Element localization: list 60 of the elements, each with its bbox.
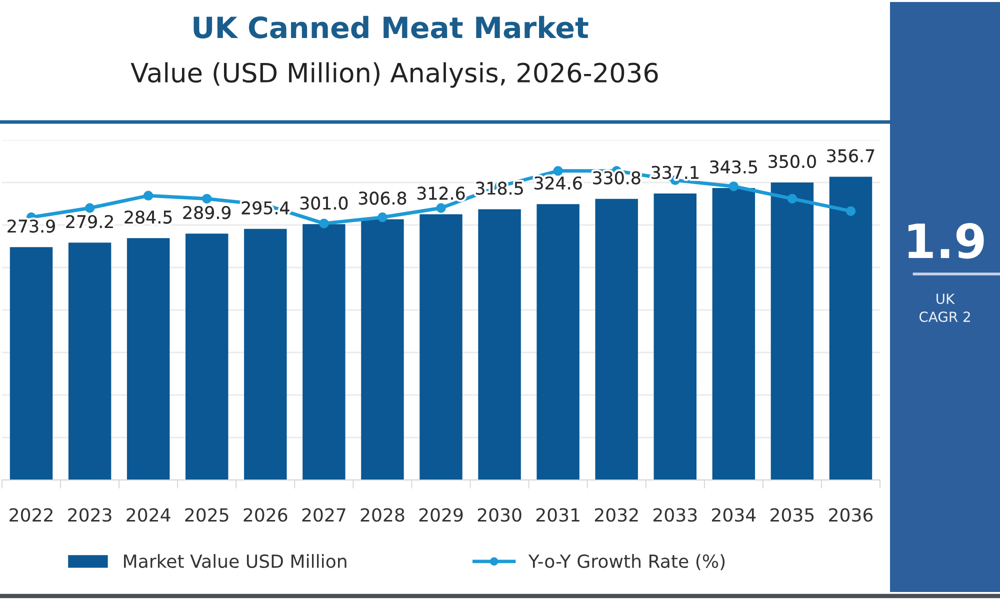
data-label: 350.0: [768, 154, 816, 168]
x-tick-label: 2030: [478, 508, 522, 522]
bar: [126, 238, 170, 480]
x-tick-label: 2035: [770, 508, 814, 522]
x-tick-label: 2025: [185, 508, 228, 522]
text: CAGR 2: [919, 312, 970, 322]
data-label: 330.8: [593, 171, 640, 184]
data-label: 273.9: [8, 220, 55, 233]
x-tick-label: 2029: [419, 508, 463, 522]
x-tick-label: 2031: [536, 508, 580, 522]
bar: [302, 224, 346, 480]
point: [436, 203, 446, 213]
point: [728, 182, 739, 192]
data-label: 324.6: [534, 176, 582, 190]
x-tick-label: 2027: [302, 508, 346, 522]
x-tick-label: 2026: [244, 508, 288, 522]
bar: [361, 219, 404, 480]
legend-label: Y-o-Y Growth Rate (%): [528, 554, 725, 570]
data-label: 306.8: [358, 192, 406, 205]
bar: [712, 188, 756, 480]
x-tick-label: 2036: [829, 508, 873, 522]
x-tick-label: 2033: [653, 508, 697, 522]
point: [202, 194, 212, 204]
data-label: 301.0: [300, 196, 348, 210]
point: [378, 212, 388, 222]
x-tick-label: 2022: [10, 508, 52, 522]
bar: [536, 204, 580, 480]
data-label: 337.1: [652, 166, 698, 179]
data-label: 356.7: [827, 149, 874, 162]
chart-title: UK Canned Meat Market: [194, 16, 588, 38]
point: [553, 166, 563, 176]
point: [846, 206, 856, 216]
bar: [829, 176, 872, 480]
data-label: 289.9: [183, 206, 230, 220]
legend-label: Market Value USD Million: [124, 554, 346, 568]
data-label: 284.5: [124, 210, 172, 224]
bar: [595, 198, 638, 480]
x-tick-label: 2028: [360, 508, 404, 522]
point: [143, 190, 154, 200]
x-tick-label: 2024: [126, 508, 170, 522]
bar: [420, 214, 462, 480]
text: 1.9: [908, 223, 984, 259]
x-tick-label: 2032: [594, 508, 638, 522]
bar: [654, 193, 696, 480]
bar: [68, 242, 112, 480]
point: [319, 218, 329, 228]
bar: [478, 209, 521, 480]
point: [787, 194, 798, 204]
bar: [770, 182, 814, 480]
x-tick-label: 2034: [712, 508, 756, 522]
x-tick-label: 2023: [68, 508, 112, 522]
chart-subtitle: Value (USD Million) Analysis, 2026-2036: [130, 62, 658, 88]
bar: [244, 228, 287, 480]
point: [84, 203, 95, 213]
bar: [10, 247, 53, 480]
data-label: 343.5: [710, 160, 757, 174]
bar: [186, 234, 228, 480]
data-label: 279.2: [66, 215, 113, 228]
text: UK: [936, 294, 955, 304]
data-label: 312.6: [417, 186, 465, 200]
